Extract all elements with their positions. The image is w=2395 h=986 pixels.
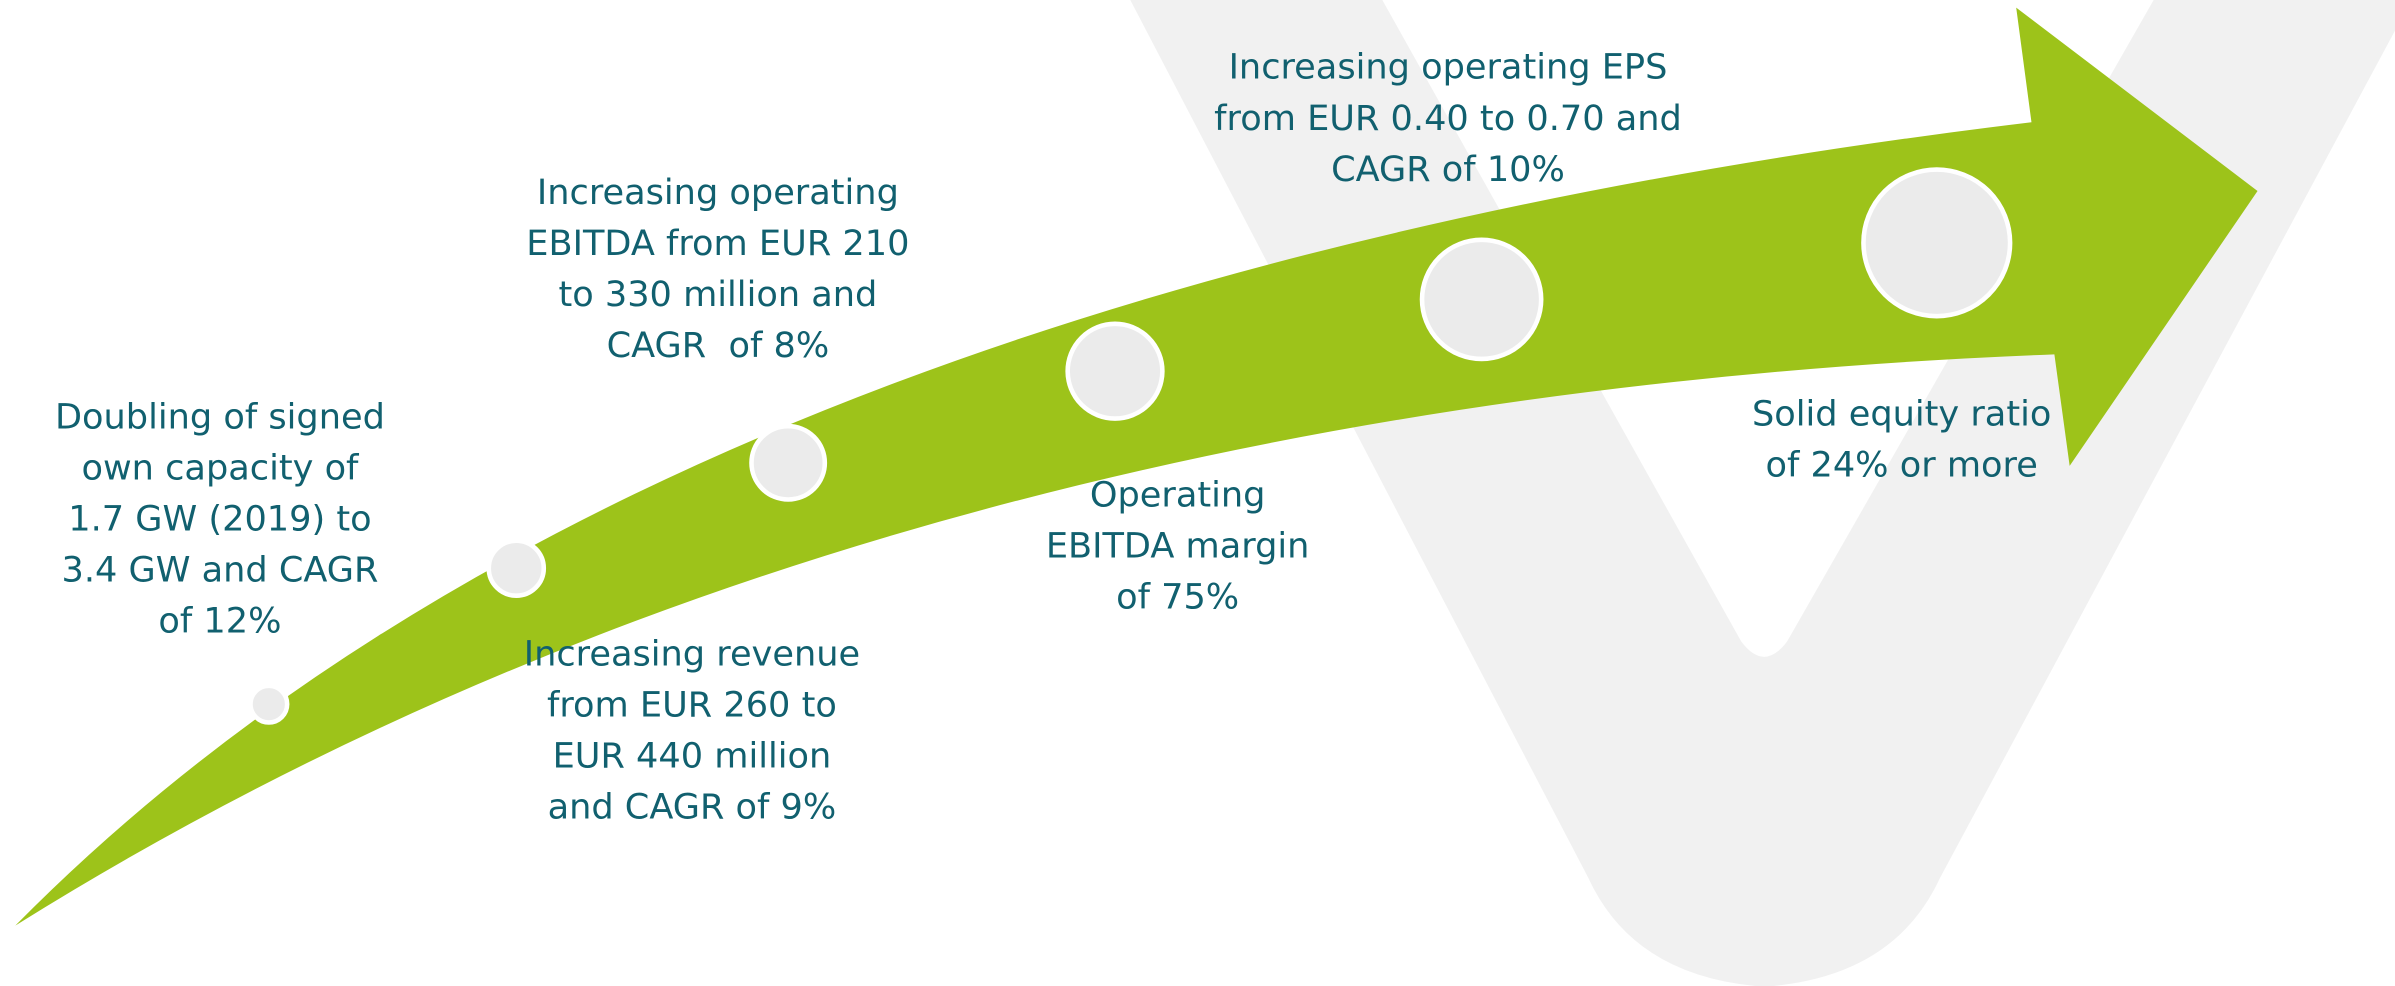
milestone-text: of 12%	[158, 601, 281, 642]
milestone-text: Solid equity ratio	[1752, 393, 2051, 434]
background-v-logo	[1130, 0, 2395, 986]
milestone-text: Operating	[1090, 474, 1266, 515]
milestone-text: own capacity of	[81, 448, 360, 489]
milestone-text: of 24% or more	[1765, 444, 2037, 485]
milestone-text: CAGR of 8%	[607, 325, 830, 366]
milestone-text: 3.4 GW and CAGR	[61, 550, 378, 591]
milestone-text: Increasing revenue	[524, 633, 860, 674]
milestone-dot	[749, 423, 828, 502]
growth-arrow	[15, 7, 2258, 926]
milestone-text: of 75%	[1116, 576, 1239, 617]
milestone-text: CAGR of 10%	[1331, 149, 1565, 190]
milestone-text: to 330 million and	[558, 274, 877, 315]
milestone-text: EUR 440 million	[553, 735, 832, 776]
milestone-text: EBITDA margin	[1046, 525, 1310, 566]
milestone-text: from EUR 260 to	[547, 684, 837, 725]
milestone-labels: Doubling of signed own capacity of 1.7 GW …	[55, 47, 2051, 828]
milestone-dots	[248, 167, 2013, 725]
milestone-text: from EUR 0.40 to 0.70 and	[1214, 98, 1682, 139]
milestone-text: and CAGR of 9%	[548, 786, 837, 827]
milestone-text: EBITDA from EUR 210	[526, 223, 909, 264]
milestone-text: Doubling of signed	[55, 397, 385, 438]
milestone-dot	[1065, 321, 1165, 421]
milestone-dot	[486, 538, 547, 599]
milestone-text: Increasing operating EPS	[1229, 47, 1668, 88]
milestone-text: Increasing operating	[537, 172, 899, 213]
milestone-dot	[248, 683, 290, 725]
milestone-dot	[1861, 167, 2013, 319]
milestone-text: 1.7 GW (2019) to	[68, 499, 371, 540]
milestone-dot	[1419, 237, 1544, 362]
